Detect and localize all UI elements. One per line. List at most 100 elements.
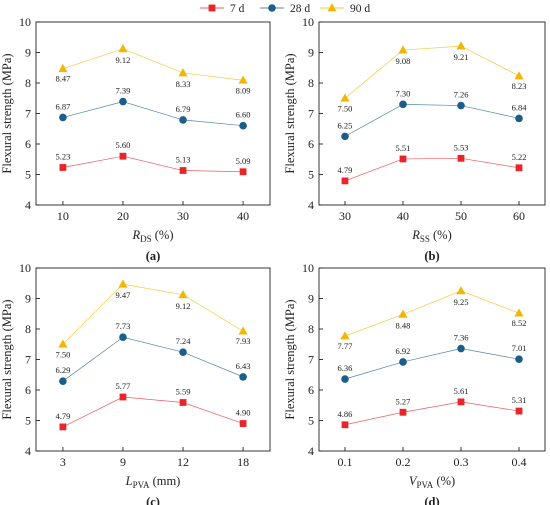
x-axis-label: RDS (%) <box>131 228 173 244</box>
y-tick-label: 10 <box>302 261 314 275</box>
panel-a: 4 5 6 7 8 9 10 10 20 30 40 Flexural strength (MPa) R… <box>0 15 271 263</box>
data-point <box>59 377 67 385</box>
series-1: 6.87 7.39 6.79 6.60 <box>55 86 251 130</box>
data-label: 7.50 <box>55 349 70 359</box>
x-axis-label: LPVA (mm) <box>125 474 181 490</box>
y-tick-label: 4 <box>308 198 314 212</box>
x-axis-label: RSS (%) <box>411 228 452 244</box>
data-label: 9.12 <box>176 301 191 311</box>
panel-tag: (c) <box>146 495 160 505</box>
data-point <box>340 93 350 102</box>
y-tick-label: 9 <box>25 292 31 306</box>
data-label: 5.13 <box>176 155 191 165</box>
series-2: 8.47 9.12 8.33 8.09 <box>55 44 251 95</box>
data-label: 5.23 <box>55 151 70 161</box>
data-label: 6.43 <box>236 361 251 371</box>
series-1: 6.36 6.92 7.36 7.01 <box>338 333 527 383</box>
data-point <box>239 420 247 427</box>
data-point <box>179 399 187 406</box>
series-2: 7.50 9.08 9.21 8.23 <box>338 41 526 113</box>
series-0: 4.86 5.27 5.61 5.31 <box>338 386 526 429</box>
data-point <box>179 167 187 174</box>
data-label: 6.36 <box>338 363 353 373</box>
panel-b: 4 5 6 7 8 9 10 30 40 50 60 Flexural strength (MPa) R… <box>283 15 546 263</box>
series-line <box>344 103 520 137</box>
y-axis-label: Flexural strength (MPa) <box>283 299 297 419</box>
data-point <box>59 113 67 122</box>
series-line <box>62 396 244 428</box>
x-tick-label: 0.3 <box>454 455 469 469</box>
data-point <box>58 63 68 73</box>
legend-marker-2 <box>327 3 337 12</box>
data-label: 5.60 <box>116 140 131 150</box>
panels: 4 5 6 7 8 9 10 10 20 30 40 Flexural strength (MPa) R… <box>0 15 546 505</box>
data-point <box>399 155 407 163</box>
data-point <box>119 152 127 160</box>
panel-c: 4 5 6 7 8 9 10 3 9 12 18 Flexural strength (MPa) LPV… <box>0 261 271 505</box>
panel-tag: (d) <box>424 495 439 505</box>
legend: 7 d 28 d 90 d <box>200 3 370 15</box>
y-tick-label: 8 <box>308 322 314 336</box>
y-tick-label: 9 <box>25 46 31 60</box>
data-point <box>341 375 349 383</box>
data-point <box>119 393 127 401</box>
data-point <box>341 177 349 185</box>
data-point <box>59 164 67 171</box>
legend-marker-0 <box>208 4 216 12</box>
data-point <box>239 121 247 130</box>
data-point <box>515 407 523 415</box>
data-label: 7.36 <box>454 333 469 343</box>
panel-tag: (b) <box>424 249 439 263</box>
x-tick-label: 0.4 <box>512 455 527 469</box>
data-label: 8.33 <box>176 79 191 89</box>
data-point <box>178 68 188 77</box>
data-point <box>59 423 67 431</box>
data-label: 6.87 <box>55 101 70 111</box>
data-label: 7.50 <box>338 103 353 113</box>
x-tick-label: 60 <box>513 209 525 223</box>
data-label: 6.25 <box>338 120 353 130</box>
data-label: 4.79 <box>55 411 70 421</box>
data-label: 4.86 <box>338 409 353 419</box>
data-label: 6.92 <box>396 346 411 356</box>
data-point <box>238 75 248 84</box>
data-point <box>456 286 466 295</box>
series-line <box>344 348 520 380</box>
panel-tag: (a) <box>146 249 161 263</box>
data-label: 5.51 <box>396 143 411 153</box>
data-point <box>58 339 68 348</box>
data-label: 9.21 <box>454 52 469 62</box>
data-label: 9.25 <box>454 297 469 307</box>
series-line <box>62 283 244 345</box>
data-point <box>239 168 247 176</box>
y-tick-label: 7 <box>25 107 31 121</box>
data-point <box>179 348 187 356</box>
y-tick-label: 8 <box>25 322 31 336</box>
series-0: 5.23 5.60 5.13 5.09 <box>55 140 251 176</box>
x-tick-label: 30 <box>339 209 351 223</box>
data-label: 7.93 <box>236 336 251 346</box>
plot-frame <box>35 267 271 452</box>
data-label: 5.09 <box>236 156 251 166</box>
series-2: 7.77 8.48 9.25 8.52 <box>338 286 526 351</box>
series-line <box>62 48 244 81</box>
data-label: 5.61 <box>454 386 469 396</box>
series-0: 4.79 5.77 5.59 4.90 <box>55 381 251 431</box>
x-tick-label: 18 <box>237 455 249 469</box>
y-tick-label: 10 <box>302 15 314 29</box>
data-label: 8.47 <box>55 74 70 84</box>
legend-marker-1 <box>268 4 276 12</box>
legend-label-0: 7 d <box>230 3 245 15</box>
y-tick-label: 5 <box>308 414 314 428</box>
data-point <box>399 100 407 109</box>
x-tick-label: 20 <box>117 209 129 223</box>
data-label: 9.47 <box>116 290 131 300</box>
x-tick-label: 9 <box>120 455 126 469</box>
data-point <box>514 71 524 80</box>
data-point <box>179 116 187 124</box>
data-label: 7.01 <box>512 343 527 353</box>
data-label: 6.60 <box>236 110 251 120</box>
data-label: 9.12 <box>116 55 131 65</box>
data-point <box>341 132 349 141</box>
y-tick-label: 7 <box>25 353 31 367</box>
